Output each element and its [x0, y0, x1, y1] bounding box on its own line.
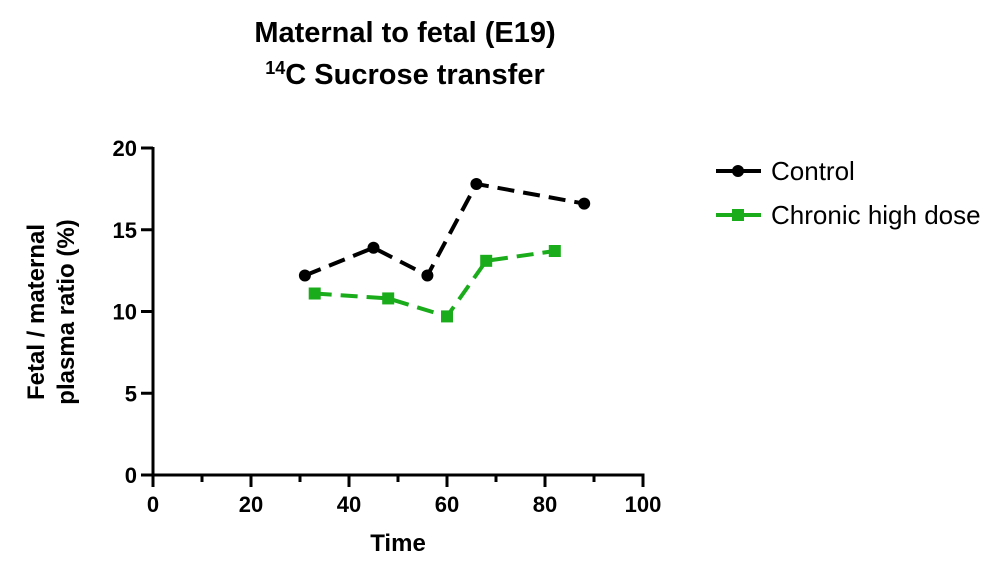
data-point: [480, 254, 493, 267]
data-point: [298, 269, 311, 282]
legend-label: Control: [771, 156, 855, 186]
x-tick-label: 40: [337, 492, 361, 517]
series-layer: [298, 177, 591, 323]
x-tick-label: 80: [533, 492, 557, 517]
data-point: [441, 310, 453, 323]
y-tick-label: 0: [125, 463, 137, 488]
chart-title-superscript: 14: [265, 58, 285, 78]
legend-marker: [732, 165, 744, 177]
data-point: [421, 269, 434, 282]
data-point: [578, 197, 591, 210]
x-tick-label: 60: [435, 492, 459, 517]
x-axis-label: Time: [370, 530, 426, 557]
data-point: [308, 287, 321, 300]
x-tick-label: 100: [625, 492, 662, 517]
data-point: [548, 245, 561, 258]
x-tick-label: 0: [147, 492, 159, 517]
legend-label: Chronic high dose: [771, 200, 981, 230]
data-point: [470, 177, 483, 190]
series-control: [298, 177, 591, 282]
chart-title-rest: C Sucrose transfer: [285, 59, 545, 91]
legend: Control Chronic high dose: [716, 156, 981, 230]
series-line: [304, 181, 585, 278]
legend-item: Chronic high dose: [716, 200, 981, 230]
legend-item: Control: [716, 156, 855, 186]
x-tick-label: 20: [239, 492, 263, 517]
y-tick-label: 15: [113, 218, 137, 243]
y-tick-label: 5: [125, 381, 137, 406]
series-line: [314, 249, 556, 319]
legend-marker: [732, 209, 744, 221]
chart-title-line2: 14C Sucrose transfer: [265, 58, 545, 91]
data-point: [367, 241, 380, 254]
data-point: [382, 292, 395, 305]
axes: 0 5 10 15 20 0 20 40 60 80 100: [113, 136, 662, 517]
y-tick-label: 10: [113, 300, 137, 325]
y-tick-label: 20: [113, 136, 137, 161]
y-axis-label-line1: Fetal / maternal: [23, 224, 50, 400]
series-chronic-high-dose: [308, 245, 561, 323]
chart-title-line1: Maternal to fetal (E19): [254, 17, 555, 49]
y-axis-label-line2: plasma ratio (%): [53, 219, 80, 404]
